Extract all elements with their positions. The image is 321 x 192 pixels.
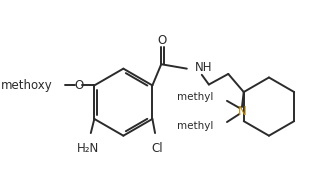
Text: methoxy: methoxy	[1, 79, 53, 92]
Text: Cl: Cl	[151, 142, 163, 155]
Text: H₂N: H₂N	[77, 142, 99, 155]
Text: O: O	[75, 79, 84, 92]
Text: methyl: methyl	[178, 121, 214, 131]
Text: methyl: methyl	[178, 92, 214, 102]
Text: N: N	[238, 105, 246, 118]
Text: O: O	[158, 34, 167, 47]
Text: NH: NH	[195, 61, 212, 74]
